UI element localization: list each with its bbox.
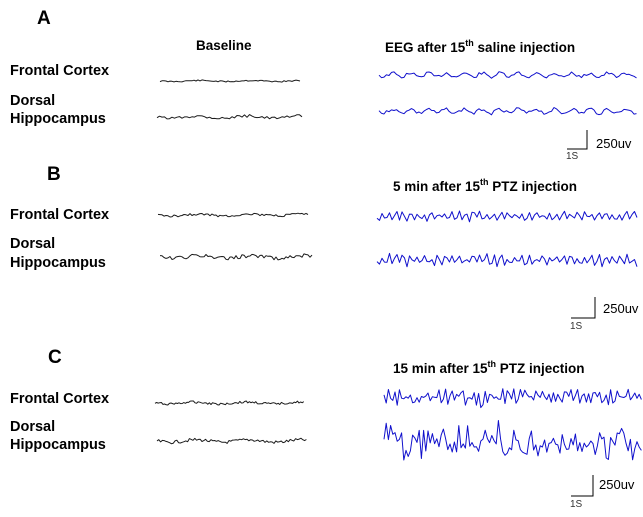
panel-a-frontal-treatment-trace bbox=[378, 71, 637, 79]
panel-a-scale-time: 1S bbox=[566, 151, 579, 162]
panel-c-scale-voltage: 250uv bbox=[599, 477, 635, 492]
panel-b-scale-bar bbox=[571, 297, 596, 319]
eeg-waveform-line bbox=[378, 71, 637, 79]
eeg-waveform-line bbox=[159, 253, 313, 261]
panel-b-scale-time: 1S bbox=[570, 321, 583, 332]
panel-c-frontal-baseline-trace bbox=[154, 400, 305, 406]
eeg-waveform-line bbox=[154, 400, 305, 406]
panel-b-hippocampus-baseline-trace bbox=[159, 253, 313, 261]
panel-b-hippocampus-treatment-trace bbox=[376, 252, 638, 268]
eeg-waveform-line bbox=[157, 212, 309, 218]
panel-b-frontal-cortex-label: Frontal Cortex bbox=[10, 207, 110, 223]
panel-c-hippocampus-baseline-trace bbox=[156, 437, 307, 445]
panel-letter-b: B bbox=[47, 164, 61, 185]
eeg-waveform-line bbox=[383, 420, 642, 461]
panel-c-frontal-treatment-trace bbox=[383, 388, 642, 409]
eeg-waveform-line bbox=[159, 79, 301, 83]
panel-a-scale-bar bbox=[567, 130, 588, 150]
panel-a-scale-voltage: 250uv bbox=[596, 136, 632, 151]
panel-b-frontal-treatment-trace bbox=[376, 210, 638, 223]
panel-b-dorsal-label: Dorsal bbox=[10, 236, 56, 252]
panel-b-frontal-baseline-trace bbox=[157, 212, 309, 218]
panel-a-hippocampus-baseline-trace bbox=[156, 114, 303, 120]
panel-c-dorsal-label: Dorsal bbox=[10, 419, 56, 435]
eeg-waveform-line bbox=[378, 107, 637, 116]
panel-b-hippocampus-label: Hippocampus bbox=[10, 255, 106, 271]
eeg-waveform-line bbox=[383, 388, 642, 409]
panel-c-treatment-header: 15 min after 15th PTZ injection bbox=[393, 359, 585, 377]
panel-c-hippocampus-treatment-trace bbox=[383, 420, 642, 461]
eeg-waveform-line bbox=[376, 210, 638, 223]
panel-a-frontal-baseline-trace bbox=[159, 79, 301, 83]
panel-letter-c: C bbox=[48, 347, 62, 368]
eeg-waveform-line bbox=[376, 252, 638, 268]
baseline-header: Baseline bbox=[196, 38, 252, 53]
panel-a-treatment-header: EEG after 15th saline injection bbox=[385, 38, 576, 56]
eeg-waveform-line bbox=[156, 114, 303, 120]
panel-c-scale-time: 1S bbox=[570, 499, 583, 510]
panel-a-hippocampus-treatment-trace bbox=[378, 107, 637, 116]
panel-c-scale-bar bbox=[571, 475, 594, 497]
panel-b-treatment-header: 5 min after 15th PTZ injection bbox=[393, 177, 578, 195]
eeg-waveform-line bbox=[156, 437, 307, 445]
panel-a-dorsal-label: Dorsal bbox=[10, 93, 56, 109]
panel-a-frontal-cortex-label: Frontal Cortex bbox=[10, 63, 110, 79]
panel-b-scale-voltage: 250uv bbox=[603, 301, 639, 316]
panel-letter-a: A bbox=[37, 8, 51, 29]
panel-c-frontal-cortex-label: Frontal Cortex bbox=[10, 391, 110, 407]
panel-a-hippocampus-label: Hippocampus bbox=[10, 111, 106, 127]
panel-c-hippocampus-label: Hippocampus bbox=[10, 437, 106, 453]
